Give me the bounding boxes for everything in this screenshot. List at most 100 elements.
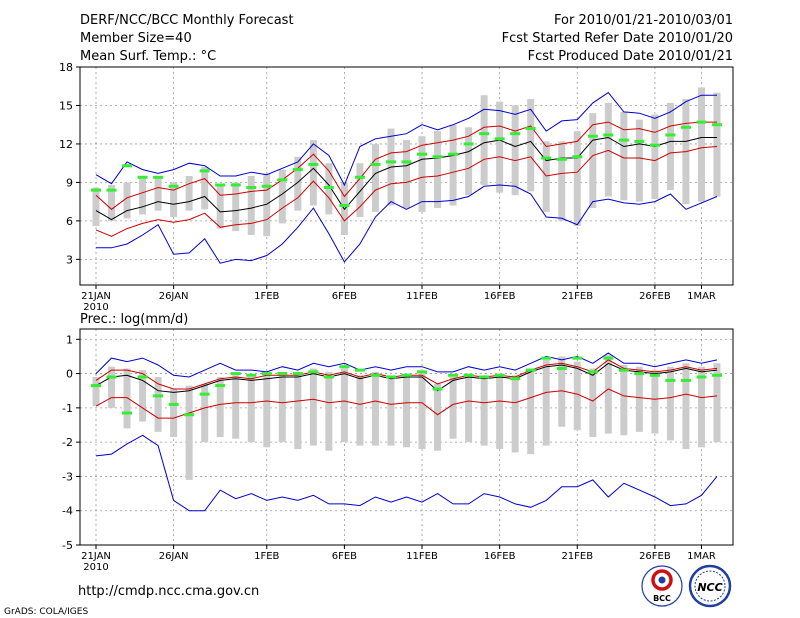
spread-bar <box>294 156 302 211</box>
y-tick-label: -3 <box>62 470 73 483</box>
observation-marker <box>122 411 133 415</box>
spread-bar <box>418 373 426 449</box>
bcc-logo-text: BCC <box>653 594 671 603</box>
observation-marker <box>587 134 598 138</box>
x-tick-label: 1FEB <box>254 291 279 302</box>
x-tick-label: 6FEB <box>332 291 357 302</box>
y-tick-label: 18 <box>59 61 73 74</box>
spread-bar <box>185 176 193 211</box>
observation-marker <box>292 168 303 172</box>
forecast-period-label: For 2010/01/21-2010/03/01 <box>554 13 733 28</box>
y-tick-label: 15 <box>59 99 73 112</box>
spread-bar <box>542 141 550 212</box>
observation-marker <box>199 169 210 173</box>
observation-marker <box>323 186 334 190</box>
observation-marker <box>215 183 226 187</box>
observation-marker <box>510 132 521 136</box>
x-tick-label: 11FEB <box>406 551 438 562</box>
spread-bar <box>263 173 271 237</box>
observation-marker <box>463 373 474 377</box>
ensemble-max-line <box>96 184 718 264</box>
spread-bar <box>247 377 255 443</box>
observation-marker <box>525 127 536 131</box>
website-url[interactable]: http://cmdp.ncc.cma.gov.cn <box>78 584 259 599</box>
observation-marker <box>401 373 412 377</box>
observation-marker <box>417 152 428 156</box>
observation-marker <box>448 373 459 377</box>
spread-bar <box>371 371 379 446</box>
spread-bar <box>604 102 612 197</box>
observation-marker <box>603 356 614 360</box>
spread-bar <box>216 184 224 229</box>
x-tick-label: 1FEB <box>254 551 279 562</box>
observation-marker <box>479 132 490 136</box>
observation-marker <box>153 394 164 398</box>
spread-bar <box>340 368 348 443</box>
observation-marker <box>277 178 288 182</box>
observation-marker <box>308 162 319 166</box>
x-tick-label: 21JAN <box>81 291 111 302</box>
ncc-logo: NCC <box>688 564 732 608</box>
observation-marker <box>432 155 443 159</box>
precip-panel-title: Prec.: log(mm/d) <box>80 312 188 327</box>
observation-marker <box>91 384 101 388</box>
observation-marker <box>354 368 365 372</box>
spread-bar <box>278 169 286 224</box>
observation-marker <box>323 375 334 379</box>
ensemble-max-line <box>95 352 718 378</box>
spread-bar <box>589 368 597 437</box>
x-tick-label: 16FEB <box>484 291 516 302</box>
observation-marker <box>137 175 148 179</box>
plot-frame <box>79 328 734 546</box>
spread-bar <box>403 140 410 209</box>
observation-marker <box>680 378 691 382</box>
observation-marker <box>479 375 490 379</box>
spread-bar <box>123 368 131 429</box>
observation-marker <box>634 139 645 143</box>
x-tick-label: 11FEB <box>406 291 438 302</box>
spread-bar <box>309 140 317 206</box>
observation-marker <box>106 188 117 192</box>
observation-marker <box>106 375 117 379</box>
observation-marker <box>463 142 474 146</box>
spread-bar <box>496 101 504 193</box>
spread-bar <box>356 375 364 446</box>
observation-marker <box>572 356 583 360</box>
observation-marker <box>184 413 195 417</box>
variable-label: Mean Surf. Temp.: °C <box>80 49 216 64</box>
observation-marker <box>649 373 660 377</box>
observation-marker <box>696 120 707 124</box>
spread-bar <box>108 184 116 221</box>
spread-bar <box>371 143 379 212</box>
observation-marker <box>712 373 722 377</box>
figure-title: DERF/NCC/BCC Monthly Forecast <box>80 13 294 28</box>
spread-bar <box>92 377 100 407</box>
std-upper-line <box>95 146 718 237</box>
observation-marker <box>401 160 412 164</box>
spread-bar <box>465 373 473 443</box>
observation-marker <box>230 372 241 376</box>
spread-bar <box>589 113 597 209</box>
y-tick-label: 6 <box>66 215 73 228</box>
observation-marker <box>370 162 381 166</box>
observation-marker <box>246 373 257 377</box>
spread-bar <box>201 383 209 443</box>
observation-marker <box>618 138 629 142</box>
observation-marker <box>153 175 164 179</box>
observation-marker <box>556 366 567 370</box>
observation-marker <box>385 375 396 379</box>
observation-marker <box>712 123 722 127</box>
spread-bar <box>216 377 224 437</box>
observation-marker <box>448 152 459 156</box>
observation-marker <box>354 175 365 179</box>
observation-marker <box>665 378 676 382</box>
observation-marker <box>168 402 179 406</box>
spread-bar <box>325 371 333 451</box>
x-tick-year-label: 2010 <box>83 562 108 573</box>
spread-bar <box>511 105 519 196</box>
observation-marker <box>168 184 179 188</box>
spread-bar <box>108 366 116 408</box>
observation-marker <box>680 125 691 129</box>
spread-bar <box>434 131 442 209</box>
